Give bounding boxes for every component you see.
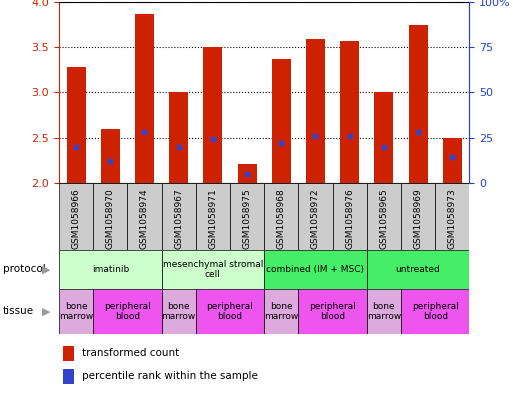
Bar <box>332 183 367 250</box>
Bar <box>135 14 154 183</box>
Bar <box>63 369 74 384</box>
Bar <box>63 346 74 361</box>
Text: GSM1058971: GSM1058971 <box>208 188 218 249</box>
Bar <box>101 129 120 183</box>
Text: GSM1058967: GSM1058967 <box>174 188 183 249</box>
Bar <box>367 250 469 289</box>
Bar <box>272 59 291 183</box>
Bar <box>238 164 256 183</box>
Bar <box>443 138 462 183</box>
Text: transformed count: transformed count <box>83 348 180 358</box>
Text: percentile rank within the sample: percentile rank within the sample <box>83 371 258 381</box>
Text: GSM1058975: GSM1058975 <box>243 188 251 249</box>
Text: ▶: ▶ <box>42 264 51 274</box>
Text: GSM1058973: GSM1058973 <box>448 188 457 249</box>
Text: untreated: untreated <box>396 265 441 274</box>
Text: mesenchymal stromal
cell: mesenchymal stromal cell <box>163 259 263 279</box>
Text: peripheral
blood: peripheral blood <box>104 302 151 321</box>
Text: bone
marrow: bone marrow <box>162 302 196 321</box>
Text: bone
marrow: bone marrow <box>367 302 401 321</box>
Bar <box>196 289 264 334</box>
Text: bone
marrow: bone marrow <box>59 302 93 321</box>
Bar <box>409 26 427 183</box>
Bar <box>59 250 162 289</box>
Bar <box>93 183 127 250</box>
Bar <box>162 250 264 289</box>
Bar <box>59 183 93 250</box>
Text: GSM1058969: GSM1058969 <box>413 188 423 249</box>
Text: ▶: ▶ <box>42 307 51 316</box>
Bar <box>264 183 299 250</box>
Text: combined (IM + MSC): combined (IM + MSC) <box>266 265 365 274</box>
Text: peripheral
blood: peripheral blood <box>207 302 253 321</box>
Text: tissue: tissue <box>3 307 34 316</box>
Bar <box>340 41 359 183</box>
Bar <box>299 289 367 334</box>
Text: GSM1058972: GSM1058972 <box>311 188 320 249</box>
Text: GSM1058970: GSM1058970 <box>106 188 115 249</box>
Text: protocol: protocol <box>3 264 45 274</box>
Bar <box>196 183 230 250</box>
Bar <box>93 289 162 334</box>
Bar <box>230 183 264 250</box>
Bar <box>367 289 401 334</box>
Text: GSM1058968: GSM1058968 <box>277 188 286 249</box>
Text: peripheral
blood: peripheral blood <box>309 302 356 321</box>
Bar <box>169 92 188 183</box>
Bar <box>127 183 162 250</box>
Bar <box>306 39 325 183</box>
Text: GSM1058974: GSM1058974 <box>140 188 149 249</box>
Bar <box>401 183 435 250</box>
Bar <box>264 289 299 334</box>
Text: GSM1058976: GSM1058976 <box>345 188 354 249</box>
Bar <box>59 289 93 334</box>
Text: peripheral
blood: peripheral blood <box>412 302 459 321</box>
Text: GSM1058965: GSM1058965 <box>380 188 388 249</box>
Bar <box>367 183 401 250</box>
Bar <box>162 183 196 250</box>
Bar <box>67 67 86 183</box>
Bar <box>435 183 469 250</box>
Text: GSM1058966: GSM1058966 <box>72 188 81 249</box>
Bar <box>264 250 367 289</box>
Bar <box>299 183 332 250</box>
Bar <box>204 47 222 183</box>
Text: bone
marrow: bone marrow <box>264 302 299 321</box>
Bar <box>162 289 196 334</box>
Bar <box>374 92 393 183</box>
Text: imatinib: imatinib <box>92 265 129 274</box>
Bar <box>401 289 469 334</box>
